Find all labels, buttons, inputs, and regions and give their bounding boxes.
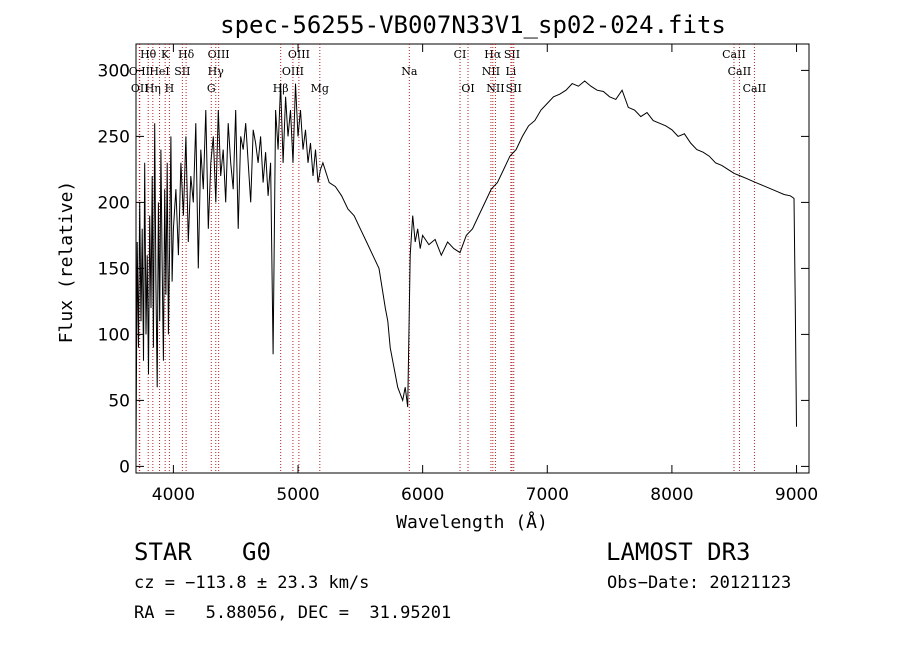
marker-label-21: G	[207, 82, 216, 95]
y-tick-label-0: 0	[119, 457, 130, 477]
x-tick-label-1: 5000	[276, 485, 319, 505]
y-tick-label-3: 150	[98, 259, 130, 279]
marker-label-1: K	[161, 48, 170, 61]
marker-label-3: OIII	[208, 48, 230, 61]
marker-label-5: CI	[454, 48, 467, 61]
survey-name: LAMOST DR3	[606, 538, 751, 566]
x-tick-label-0: 4000	[152, 485, 195, 505]
chart-title: spec-56255-VB007N33V1_sp02-024.fits	[220, 11, 726, 39]
x-axis-label: Wavelength (Å)	[396, 511, 548, 533]
marker-label-25: NII	[486, 82, 504, 95]
observation-date: Obs−Date: 20121123	[607, 573, 792, 593]
x-tick-label-3: 7000	[526, 485, 569, 505]
object-type: STAR	[134, 538, 192, 566]
marker-label-23: Mg	[311, 82, 329, 95]
coordinates: RA = 5.88056, DEC = 31.95201	[134, 603, 452, 623]
y-tick-label-4: 200	[98, 193, 130, 213]
marker-label-7: SII	[504, 48, 520, 61]
marker-label-0: Hθ	[140, 48, 157, 61]
marker-label-26: SII	[506, 82, 522, 95]
x-tick-label-4: 8000	[650, 485, 693, 505]
y-tick-label-1: 50	[108, 391, 130, 411]
marker-label-18: OII	[131, 82, 149, 95]
redshift-velocity: cz = −113.8 ± 23.3 km/s	[134, 573, 370, 593]
marker-label-14: Na	[401, 65, 418, 78]
x-axis-ticks: 4000 5000 6000 7000 8000 9000	[152, 44, 818, 505]
y-tick-label-2: 100	[98, 325, 130, 345]
y-tick-label-6: 300	[98, 61, 130, 81]
marker-label-24: OI	[461, 82, 474, 95]
marker-label-16: Li	[505, 65, 516, 78]
marker-label-13: OIII	[282, 65, 304, 78]
marker-label-11: SII	[174, 65, 190, 78]
marker-label-6: Hα	[484, 48, 502, 61]
marker-label-8: CaII	[722, 48, 746, 61]
x-tick-label-5: 9000	[775, 485, 818, 505]
flux-series-line	[135, 80, 797, 454]
marker-label-12: Hγ	[208, 65, 225, 78]
spectral-subclass: G0	[242, 538, 271, 566]
marker-label-15: NII	[482, 65, 500, 78]
marker-label-19: Hη	[145, 82, 161, 95]
marker-label-2: Hδ	[178, 48, 195, 61]
x-tick-label-2: 6000	[401, 485, 444, 505]
y-axis-ticks: 0 50 100 150 200 250 300	[98, 61, 809, 477]
y-axis-label: Flux (relative)	[56, 181, 77, 344]
y-tick-label-5: 250	[98, 127, 130, 147]
marker-label-17: CaII	[728, 65, 752, 78]
marker-label-27: CaII	[743, 82, 767, 95]
marker-label-20: H	[165, 82, 175, 95]
plot-frame	[135, 43, 810, 474]
marker-label-10: HeI	[149, 65, 169, 78]
marker-label-4: OIII	[288, 48, 310, 61]
